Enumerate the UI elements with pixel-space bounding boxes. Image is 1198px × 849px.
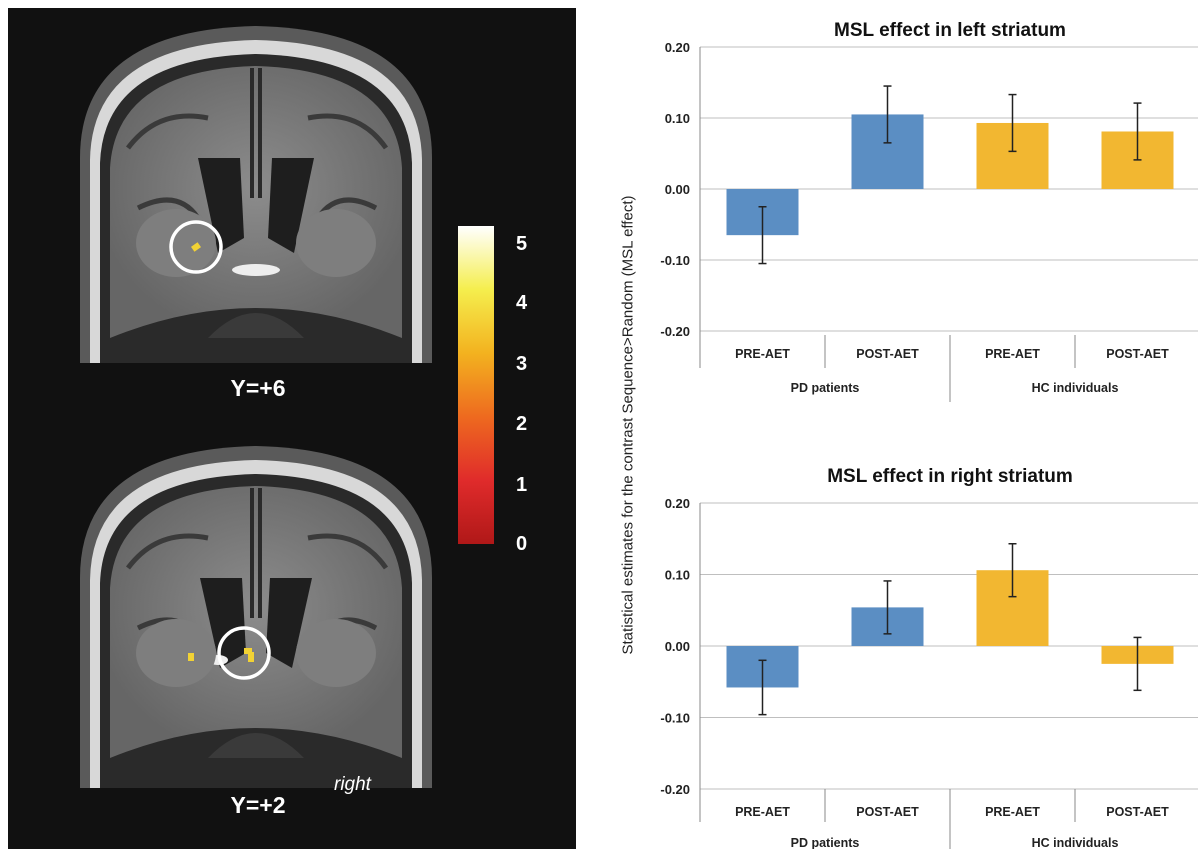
chart-title: MSL effect in right striatum — [827, 466, 1073, 487]
colorbar-tick: 1 — [516, 474, 528, 496]
y-tick-label: -0.10 — [660, 253, 690, 268]
y-tick-label: 0.00 — [665, 182, 690, 197]
y-tick-label: 0.10 — [665, 111, 690, 126]
brain-slice-bottom — [80, 446, 432, 788]
group-label: HC individuals — [1032, 836, 1119, 849]
colorbar-tick: 2 — [516, 413, 528, 435]
category-label: PRE-AET — [735, 347, 790, 361]
category-label: POST-AET — [856, 805, 919, 819]
y-tick-label: 0.00 — [665, 639, 690, 654]
group-label: PD patients — [791, 381, 860, 395]
category-label: PRE-AET — [985, 347, 1040, 361]
colorbar-tick: 4 — [516, 292, 528, 314]
category-label: POST-AET — [856, 347, 919, 361]
category-label: POST-AET — [1106, 805, 1169, 819]
category-label: PRE-AET — [985, 805, 1040, 819]
colorbar-tick: 5 — [516, 233, 528, 255]
group-label: HC individuals — [1032, 381, 1119, 395]
category-label: PRE-AET — [735, 805, 790, 819]
brain-slice-top — [80, 26, 432, 363]
y-tick-label: -0.20 — [660, 782, 690, 797]
y-tick-label: 0.10 — [665, 568, 690, 583]
slice-label-bottom: Y=+2 — [230, 792, 286, 818]
group-label: PD patients — [791, 836, 860, 849]
y-tick-label: 0.20 — [665, 496, 690, 511]
category-label: POST-AET — [1106, 347, 1169, 361]
bar-charts: MSL effect in left striatum 0.20 0.10 0.00 -… — [660, 20, 1198, 849]
slice-label-top: Y=+6 — [230, 375, 286, 401]
y-tick-label: -0.10 — [660, 711, 690, 726]
chart-title: MSL effect in left striatum — [834, 20, 1066, 41]
y-tick-label: 0.20 — [665, 40, 690, 55]
brain-image-panel: Y=+6 Y=+2 right 5 4 3 2 1 0 — [8, 8, 576, 849]
y-tick-label: -0.20 — [660, 324, 690, 339]
colorbar-tick: 0 — [516, 533, 528, 555]
colorbar — [458, 226, 494, 544]
hemisphere-label: right — [334, 774, 371, 795]
colorbar-tick: 3 — [516, 353, 528, 375]
